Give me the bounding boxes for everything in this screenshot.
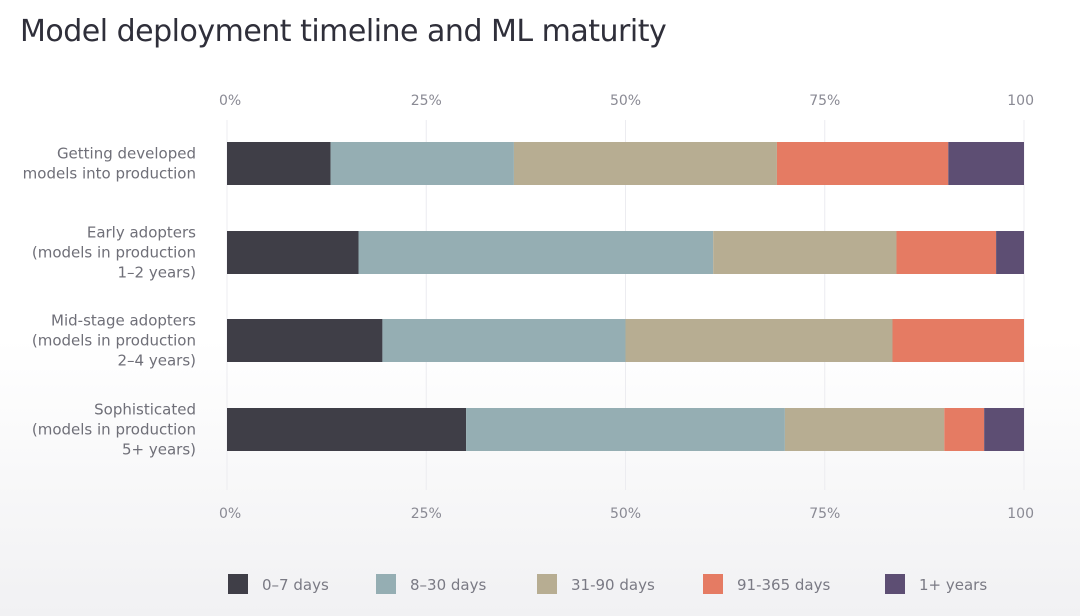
category-label: Early adopters [87,224,196,242]
bottom-axis: 0% 25% 50% 75% 100 [219,506,1034,522]
legend-label: 0–7 days [262,576,329,594]
bar-segment [382,319,626,362]
bar-segment [227,142,331,185]
bar-segment [227,319,383,362]
category-label: Mid-stage adopters [51,312,196,330]
category-label: Sophisticated [94,401,196,419]
bar-segment [330,142,514,185]
legend-label: 1+ years [919,576,987,594]
legend-swatch [537,574,557,594]
bar-segment [784,408,945,451]
chart-title: Model deployment timeline and ML maturit… [20,14,667,49]
bar-segment [227,408,467,451]
top-axis: 0% 25% 50% 75% 100 [219,93,1034,109]
bar-segment [996,231,1024,274]
x-tick-label: 25% [411,93,442,109]
bar-segment [896,231,997,274]
x-tick-label: 75% [809,93,840,109]
x-tick-label: 100 [1007,506,1034,522]
category-label: 2–4 years) [118,352,197,370]
category-label: 5+ years) [122,441,196,459]
x-tick-label: 50% [610,93,641,109]
category-label: Getting developed [57,145,196,163]
bars [227,142,1024,451]
bar-segment [944,408,985,451]
bar-segment [713,231,897,274]
bar-segment [948,142,1024,185]
legend-label: 91-365 days [737,576,830,594]
category-label: 1–2 years) [118,264,197,282]
x-tick-label: 25% [411,506,442,522]
legend-label: 8–30 days [410,576,486,594]
category-label: (models in production [32,244,196,262]
legend-swatch [885,574,905,594]
legend-label: 31-90 days [571,576,655,594]
bar-segment [892,319,1024,362]
bar-segment [776,142,949,185]
category-label: (models in production [32,332,196,350]
bar-segment [466,408,785,451]
x-tick-label: 0% [219,506,241,522]
x-tick-label: 0% [219,93,241,109]
category-label: (models in production [32,421,196,439]
category-labels: Getting developed models into production E… [23,145,197,459]
legend: 0–7 days 8–30 days 31-90 days 91-365 days 1+… [228,574,987,594]
bar-segment [358,231,714,274]
legend-swatch [228,574,248,594]
legend-swatch [703,574,723,594]
x-tick-label: 50% [610,506,641,522]
bar-segment [513,142,777,185]
bar-segment [227,231,359,274]
bar-segment [625,319,893,362]
x-tick-label: 75% [809,506,840,522]
legend-swatch [376,574,396,594]
x-tick-label: 100 [1007,93,1034,109]
category-label: models into production [23,165,196,183]
bar-segment [984,408,1024,451]
